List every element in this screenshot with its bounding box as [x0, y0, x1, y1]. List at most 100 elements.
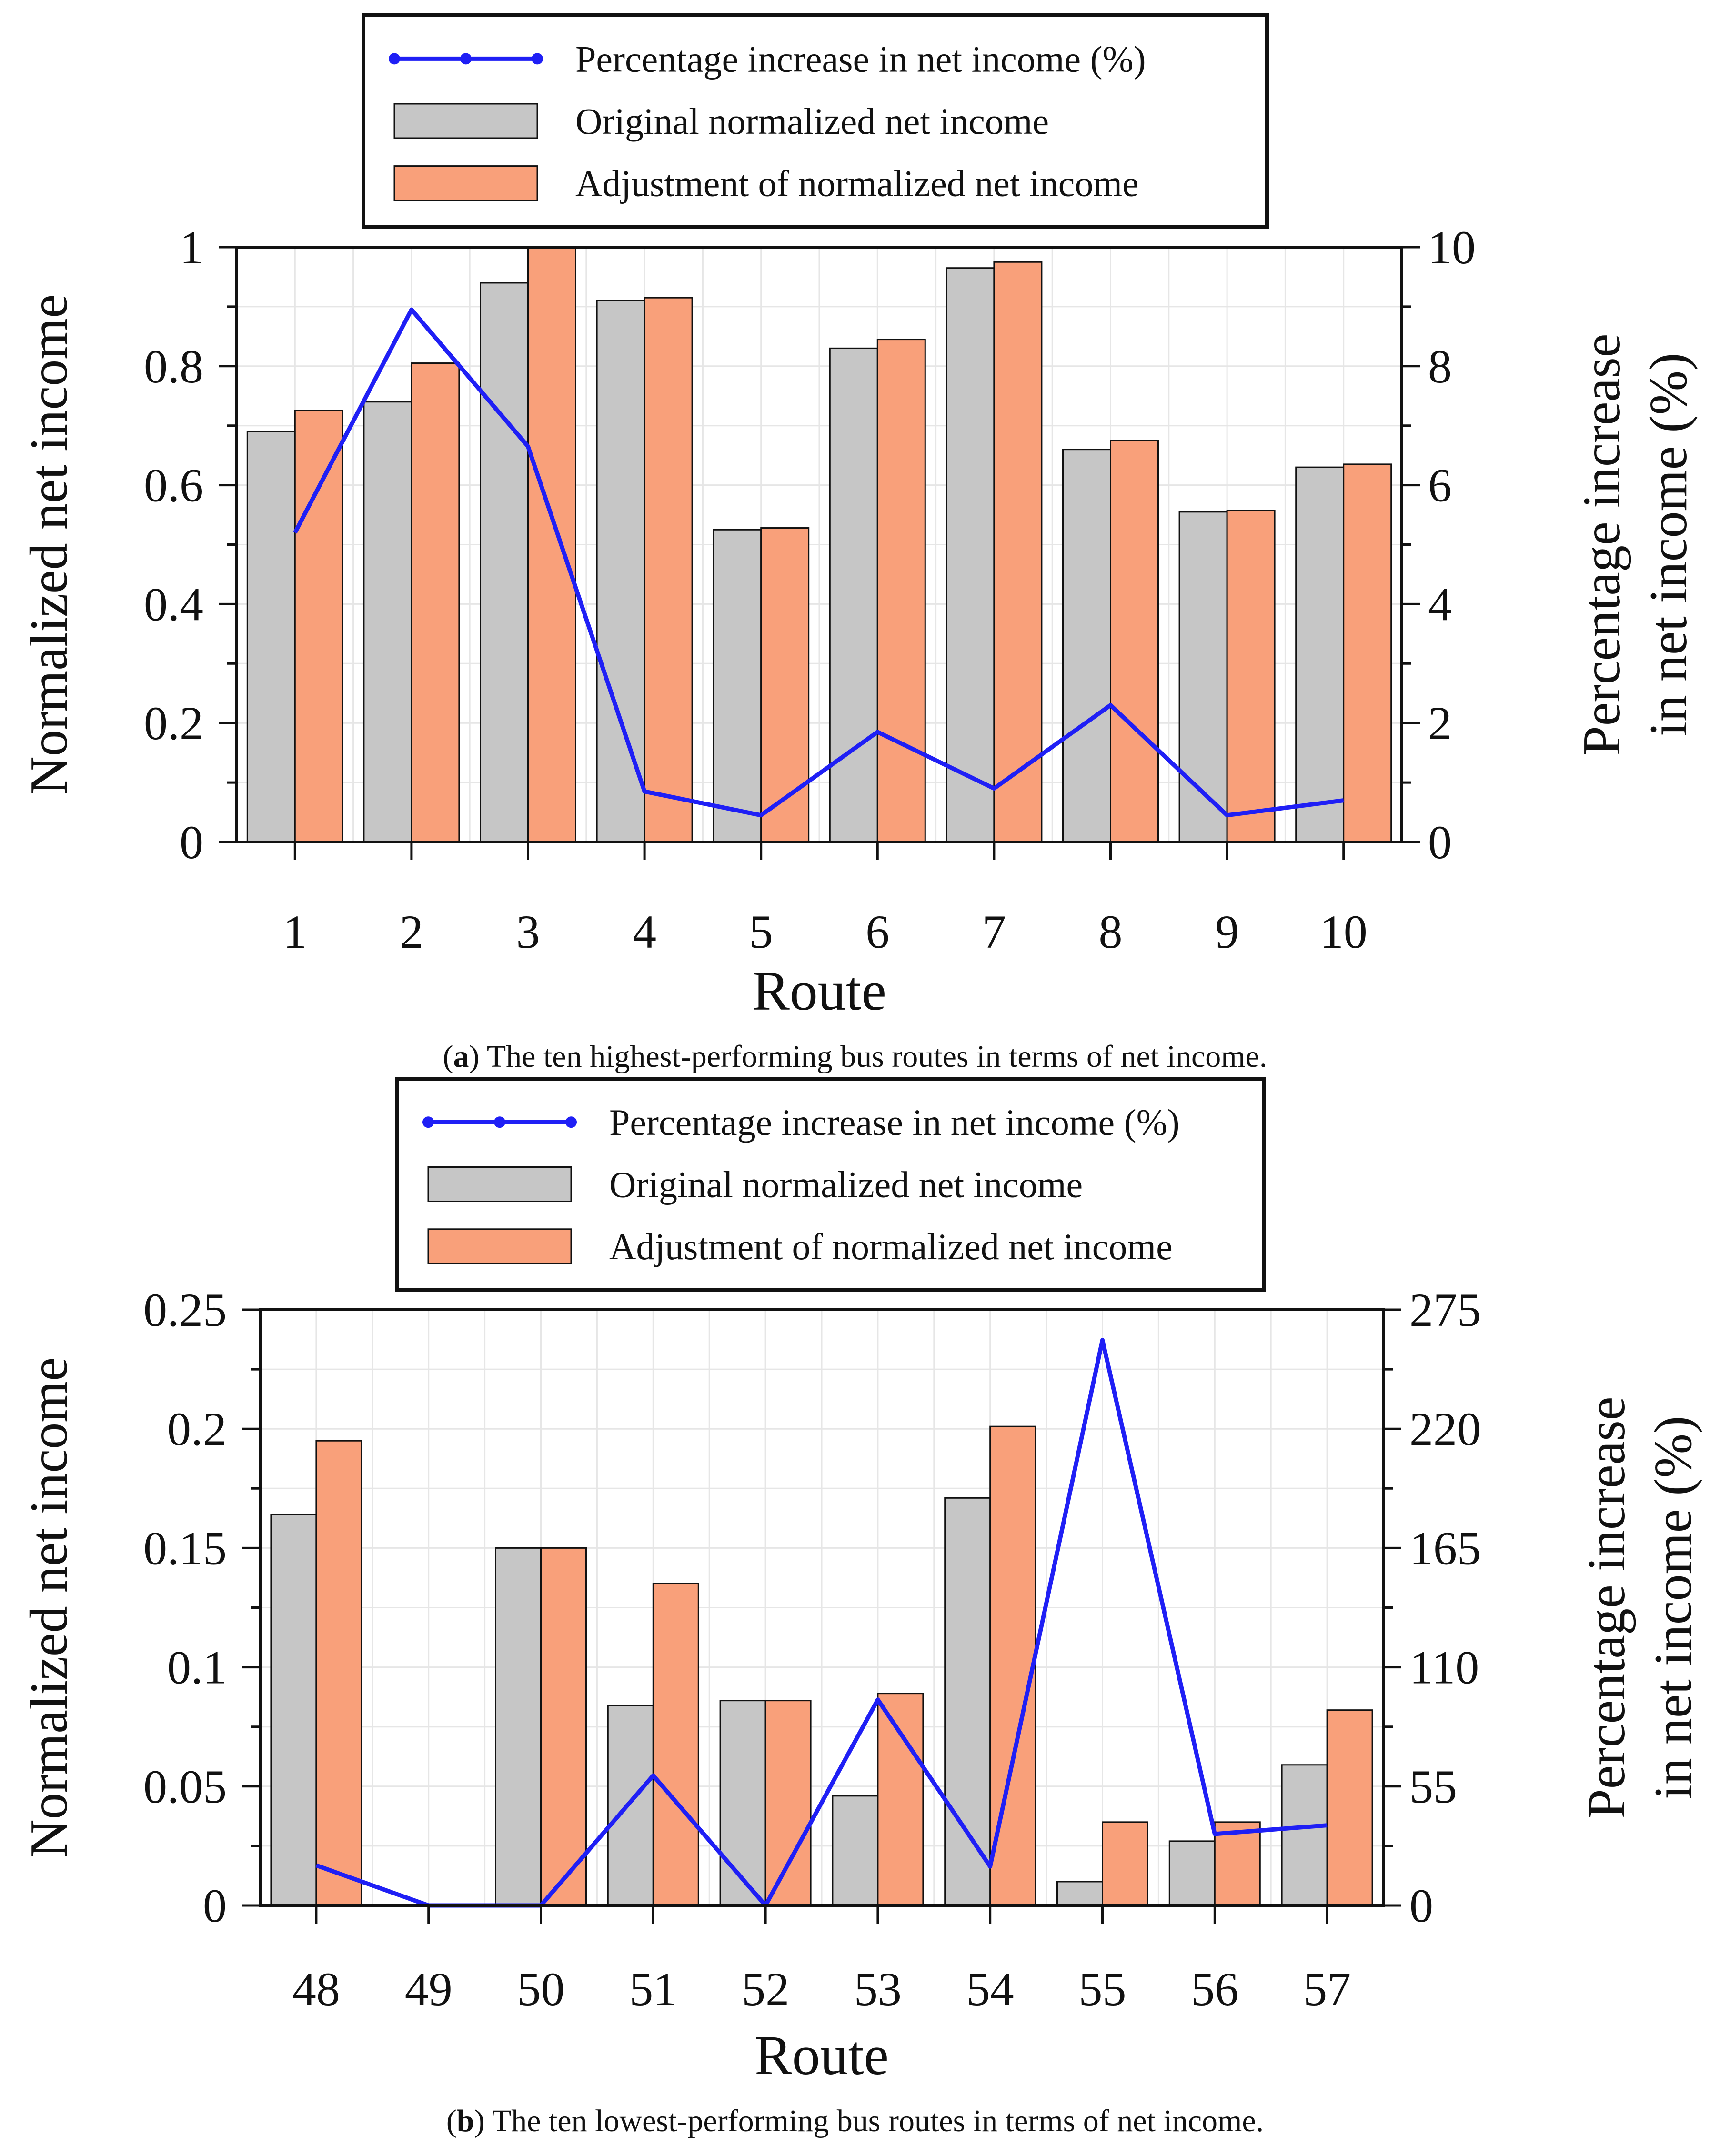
y2-tick-label: 110 — [1409, 1641, 1479, 1694]
bar-original — [946, 267, 995, 843]
caption-text: ) The ten lowest-performing bus routes i… — [474, 2104, 1264, 2138]
caption-text: ) The ten highest-performing bus routes … — [469, 1039, 1267, 1074]
x-tick-label: 50 — [517, 1963, 565, 2016]
x-tick-label: 1 — [283, 905, 307, 958]
y-tick-label: 0.05 — [143, 1760, 227, 1813]
legend-label-adjusted: Adjustment of normalized net income — [609, 1226, 1173, 1267]
bar-original — [832, 1795, 879, 1906]
y-axis-title: Normalized net income — [20, 294, 79, 795]
bar-original — [1056, 1881, 1103, 1906]
x-tick-label: 54 — [966, 1963, 1014, 2016]
bar-adjusted — [1110, 440, 1159, 843]
x-tick-label: 9 — [1215, 905, 1239, 958]
x-tick-label: 53 — [854, 1963, 902, 2016]
x-axis-title: Route — [754, 2024, 889, 2086]
legend-line-marker — [422, 1116, 434, 1128]
bar-adjusted — [644, 297, 693, 843]
bar-adjusted — [411, 362, 460, 843]
y2-tick-label: 55 — [1409, 1760, 1457, 1813]
bar-adjusted — [1226, 510, 1276, 843]
x-tick-label: 2 — [400, 905, 423, 958]
x-tick-label: 56 — [1191, 1963, 1238, 2016]
bar-original — [270, 1514, 317, 1906]
y2-axis-title-line2: in net income (%) — [1644, 1416, 1703, 1800]
legend-swatch-original — [393, 103, 538, 139]
bar-original — [1062, 449, 1111, 843]
bar-adjusted — [540, 1547, 587, 1906]
legend-line-marker — [532, 53, 543, 65]
bar-original — [607, 1705, 654, 1906]
caption: (b) The ten lowest-performing bus routes… — [446, 2104, 1264, 2138]
y-tick-label: 0.25 — [143, 1284, 227, 1336]
legend-line-marker — [494, 1116, 505, 1128]
bars — [270, 1425, 1373, 1906]
y2-tick-label: 6 — [1428, 459, 1452, 512]
legend-swatch-original — [427, 1166, 572, 1202]
caption-letter: b — [457, 2104, 474, 2138]
legend-swatch-adjusted — [427, 1228, 572, 1264]
legend-line-marker — [389, 53, 400, 65]
y2-tick-label: 165 — [1409, 1522, 1481, 1574]
x-tick-label: 4 — [633, 905, 656, 958]
x-tick-label: 49 — [405, 1963, 453, 2016]
bars — [246, 246, 1392, 843]
panel-b-chart: 0 0.05 0.1 0.15 0.2 0.25 0 55 110 165 220 275 48 49 50… — [20, 1077, 1703, 2138]
x-axis-title: Route — [752, 960, 886, 1022]
y2-axis-title-line2: in net income (%) — [1639, 353, 1698, 737]
bar-adjusted — [877, 1693, 924, 1906]
bar-original — [944, 1497, 991, 1906]
bar-original — [1281, 1764, 1328, 1906]
bar-original — [480, 282, 529, 843]
y-tick-label: 0.2 — [167, 1403, 227, 1455]
bar-original — [495, 1547, 542, 1906]
bar-adjusted — [1102, 1821, 1148, 1906]
y-tick-label: 0.6 — [144, 459, 203, 512]
bar-original — [713, 529, 762, 843]
y2-tick-label: 4 — [1428, 578, 1452, 631]
caption: (a) The ten highest-performing bus route… — [443, 1039, 1267, 1074]
legend-label-percentage: Percentage increase in net income (%) — [609, 1102, 1180, 1143]
bar-adjusted — [1343, 463, 1392, 843]
y-axis-title: Normalized net income — [20, 1357, 79, 1858]
legend-label-original: Original normalized net income — [609, 1164, 1083, 1205]
y-tick-label: 0.8 — [144, 340, 203, 393]
bar-original — [363, 401, 412, 843]
x-tick-label: 7 — [982, 905, 1006, 958]
caption-letter: a — [453, 1039, 469, 1074]
caption-open-paren: ( — [446, 2104, 457, 2138]
caption-open-paren: ( — [443, 1039, 453, 1074]
legend-label-adjusted: Adjustment of normalized net income — [575, 163, 1139, 204]
x-tick-label: 3 — [516, 905, 540, 958]
x-tick-label: 52 — [742, 1963, 789, 2016]
x-tick-label: 8 — [1099, 905, 1123, 958]
legend-line-marker — [460, 53, 472, 65]
y2-tick-label: 0 — [1409, 1879, 1433, 1932]
x-tick-label: 6 — [865, 905, 889, 958]
bar-adjusted — [294, 410, 343, 843]
y2-tick-label: 220 — [1409, 1403, 1481, 1455]
x-tick-label: 51 — [629, 1963, 677, 2016]
bar-original — [719, 1700, 766, 1906]
y2-axis-title-line1: Percentage increase — [1572, 333, 1631, 755]
y-tick-label: 0 — [180, 816, 203, 869]
legend-line-marker — [565, 1116, 577, 1128]
bar-adjusted — [315, 1440, 362, 1906]
x-tick-label: 10 — [1320, 905, 1368, 958]
bar-original — [246, 431, 296, 843]
y2-tick-label: 8 — [1428, 340, 1452, 393]
bar-adjusted — [764, 1700, 812, 1906]
y2-tick-label: 2 — [1428, 697, 1452, 750]
legend: Percentage increase in net income (%) Ori… — [395, 1077, 1266, 1292]
y2-tick-label: 0 — [1428, 816, 1452, 869]
y2-tick-label: 10 — [1428, 221, 1476, 274]
x-tick-label: 48 — [292, 1963, 340, 2016]
legend-label-original: Original normalized net income — [575, 100, 1049, 142]
x-tick-label: 5 — [749, 905, 773, 958]
y-tick-label: 0.4 — [144, 578, 203, 631]
y2-axis-title-line1: Percentage increase — [1577, 1396, 1636, 1818]
y-tick-label: 0.15 — [143, 1522, 227, 1574]
y-tick-label: 1 — [180, 221, 203, 274]
bar-original — [1295, 466, 1345, 843]
